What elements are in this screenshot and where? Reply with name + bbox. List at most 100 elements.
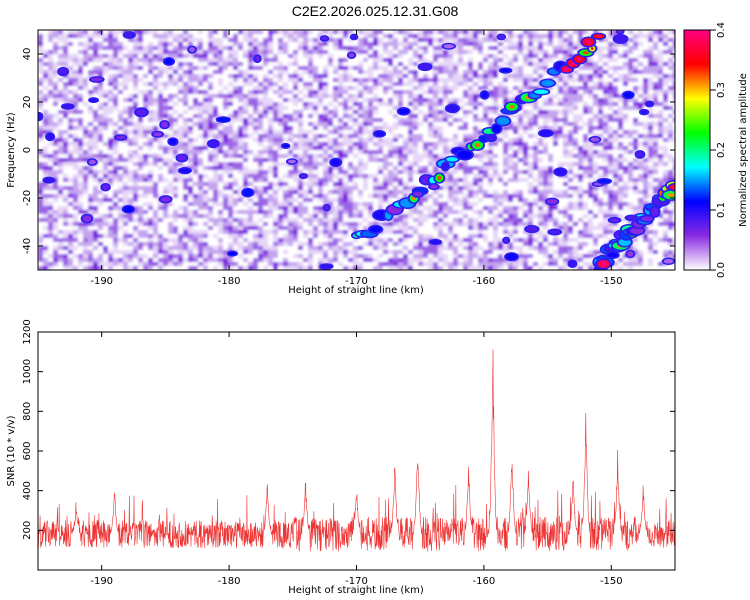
heatmap-cell [198,150,204,155]
heatmap-cell [203,98,209,103]
heatmap-cell [193,66,199,71]
heatmap-cell [403,98,409,103]
heatmap-cell [458,46,464,51]
heatmap-cell [373,178,379,183]
heatmap-cell [163,142,169,147]
heatmap-cell [498,82,504,87]
heatmap-cell [158,170,164,175]
heatmap-cell [348,182,354,187]
heatmap-cell [243,142,249,147]
heatmap-cell [43,106,49,111]
heatmap-cell [583,34,589,39]
heatmap-cell [263,162,269,167]
heatmap-cell [508,90,514,95]
heatmap-cell [318,142,324,147]
heatmap-cell [133,134,139,139]
heatmap-cell [328,166,334,171]
heatmap-cell [173,58,179,63]
heatmap-cell [313,98,319,103]
heatmap-cell [238,174,244,179]
heatmap-cell [623,42,629,47]
heatmap-cell [233,126,239,131]
heatmap-cell [213,162,219,167]
heatmap-cell [328,86,334,91]
heatmap-cell [298,98,304,103]
heatmap-cell [203,38,209,43]
heatmap-cell [153,82,159,87]
heatmap-cell [258,98,264,103]
heatmap-cell [53,134,59,139]
heatmap-cell [528,150,534,155]
heatmap-cell [468,178,474,183]
heatmap-cell [518,54,524,59]
heatmap-cell [43,82,49,87]
heatmap-cell [598,102,604,107]
heatmap-cell [498,54,504,59]
heatmap-cell [208,42,214,47]
heatmap-cell [223,46,229,51]
heatmap-cell [133,94,139,99]
heatmap-cell [198,90,204,95]
heatmap-cell [498,94,504,99]
heatmap-cell [593,70,599,75]
heatmap-cell [518,114,524,119]
heatmap-cell [563,50,569,55]
heatmap-cell [433,158,439,163]
heatmap-cell [288,150,294,155]
heatmap-cell [513,122,519,127]
heatmap-cell [248,86,254,91]
heatmap-cell [548,122,554,127]
heatmap-cell [168,74,174,79]
heatmap-cell [248,34,254,39]
heatmap-cell [393,34,399,39]
heatmap-cell [538,146,544,151]
heatmap-cell [608,46,614,51]
heatmap-cell [528,46,534,51]
heatmap-cell [578,174,584,179]
heatmap-cell [268,34,274,39]
heatmap-cell [638,170,644,175]
heatmap-cell [363,78,369,83]
heatmap-cell [383,158,389,163]
heatmap-cell [528,38,534,43]
heatmap-cell [48,42,54,47]
heatmap-cell [608,98,614,103]
heatmap-cell [438,86,444,91]
heatmap-cell [58,86,64,91]
heatmap-cell [443,154,449,159]
heatmap-cell [123,62,129,67]
heatmap-cell [153,58,159,63]
heatmap-cell [608,42,614,47]
heatmap-cell [348,162,354,167]
heatmap-cell [443,70,449,75]
heatmap-cell [168,118,174,123]
heatmap-cell [353,90,359,95]
heatmap-cell [393,162,399,167]
heatmap-cell [103,114,109,119]
heatmap-cell [218,50,224,55]
heatmap-cell [278,38,284,43]
heatmap-cell [168,154,174,159]
heatmap-cell [528,118,534,123]
heatmap-cell [123,86,129,91]
heatmap-cell [178,114,184,119]
heatmap-cell [108,146,114,151]
heatmap-cell [308,38,314,43]
heatmap-cell [578,102,584,107]
heatmap-cell [198,162,204,167]
heatmap-cell [418,90,424,95]
heatmap-cells [38,30,675,270]
heatmap-cell [103,46,109,51]
heatmap-cell [418,58,424,63]
heatmap-cell [233,34,239,39]
heatmap-cell [153,118,159,123]
heatmap-cell [588,74,594,79]
heatmap-cell [373,174,379,179]
heatmap-cell [38,70,44,75]
heatmap-cell [103,42,109,47]
heatmap-cell [388,50,394,55]
heatmap-cell [473,158,479,163]
heatmap-cell [378,46,384,51]
heatmap-cell [653,42,659,47]
heatmap-cell [498,174,504,179]
